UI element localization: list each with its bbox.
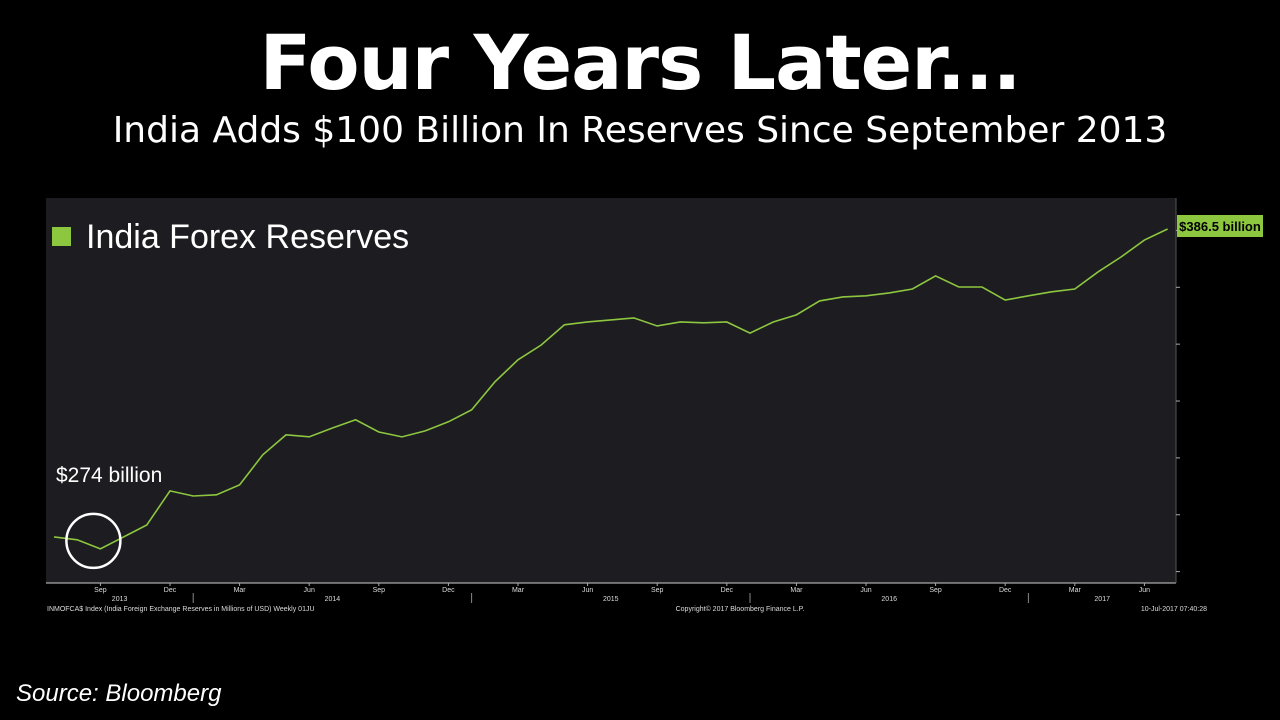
x-tick-label: Jun	[304, 587, 315, 594]
footer-center: Copyright© 2017 Bloomberg Finance L.P.	[676, 605, 805, 613]
x-tick-label: Sep	[373, 587, 386, 594]
value-label: $274 billion	[56, 464, 162, 487]
highlight-circle	[65, 512, 122, 570]
value-label-box	[1177, 214, 1263, 237]
plot-area	[46, 198, 1176, 583]
value-label: $386.5 billion	[1179, 219, 1261, 234]
legend-swatch	[52, 227, 71, 246]
x-tick-label: Sep	[929, 587, 942, 594]
year-label: 2015	[603, 596, 619, 603]
x-tick-label: Sep	[651, 587, 664, 594]
year-label: 2016	[881, 596, 897, 603]
footer-right: 10-Jul-2017 07:40:28	[1141, 606, 1207, 613]
source: Source: Bloomberg	[16, 680, 222, 707]
x-tick-label: Jun	[1139, 587, 1150, 594]
title: Four Years Later...	[259, 18, 1021, 107]
x-tick-label: Mar	[512, 587, 525, 594]
x-tick-label: Dec	[721, 587, 734, 594]
x-tick-label: Dec	[164, 587, 177, 594]
legend-label: India Forex Reserves	[86, 218, 409, 256]
x-tick-label: Dec	[999, 587, 1012, 594]
x-tick-label: Dec	[442, 587, 455, 594]
year-label: 2013	[112, 596, 128, 603]
x-tick-label: Mar	[1069, 587, 1082, 594]
x-tick-label: Sep	[94, 587, 107, 594]
x-tick-label: Jun	[860, 587, 871, 594]
year-label: 2017	[1094, 596, 1110, 603]
footer-left: INMOFCA$ Index (India Foreign Exchange R…	[47, 606, 315, 613]
x-tick-label: Jun	[582, 587, 593, 594]
x-tick-label: Mar	[234, 587, 247, 594]
subtitle: India Adds $100 Billion In Reserves Sinc…	[112, 110, 1168, 151]
year-label: 2014	[325, 596, 341, 603]
x-tick-label: Mar	[790, 587, 803, 594]
series-line	[53, 228, 1168, 550]
